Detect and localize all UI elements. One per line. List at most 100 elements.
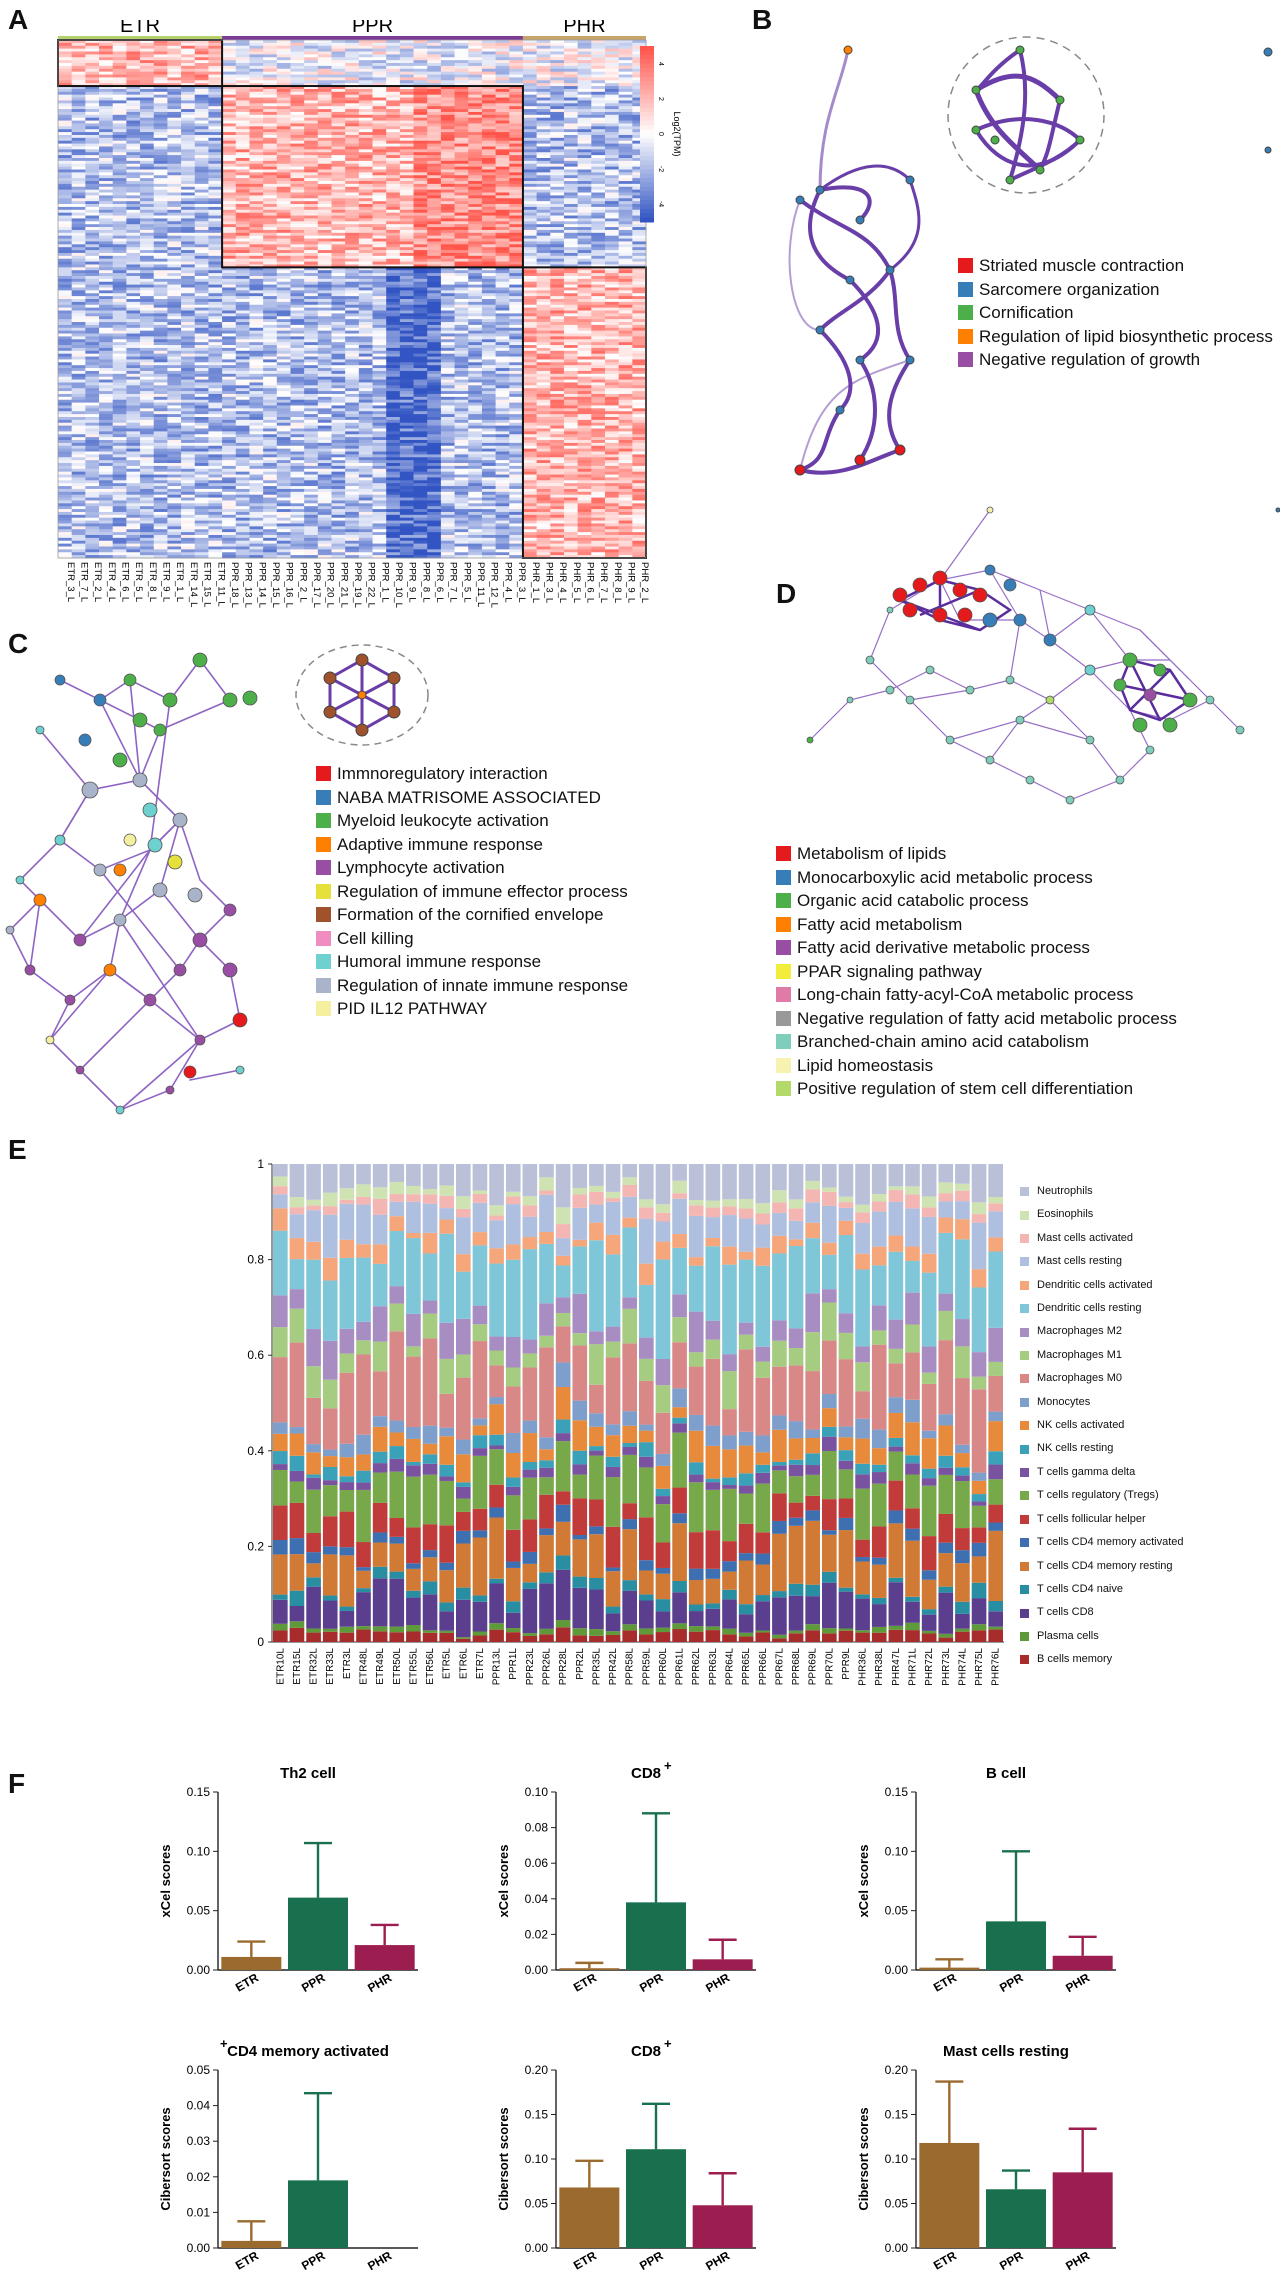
heatmap-cell	[495, 238, 510, 242]
heatmap-cell	[481, 129, 496, 133]
heatmap-cell	[140, 336, 155, 340]
heatmap-cell	[167, 186, 182, 191]
heatmap-cell	[495, 195, 510, 199]
heatmap-cell	[58, 255, 73, 260]
heatmap-cell	[235, 316, 250, 320]
heatmap-cell	[604, 270, 620, 274]
heatmap-cell	[140, 103, 155, 107]
heatmap-cell	[85, 336, 100, 340]
heatmap-cell	[522, 152, 538, 156]
heatmap-cell	[263, 88, 278, 93]
heatmap-cell	[249, 186, 264, 191]
heatmap-cell	[345, 155, 360, 159]
heatmap-cell	[167, 350, 182, 355]
heatmap-cell	[563, 111, 579, 116]
heatmap-cell	[386, 264, 401, 268]
heatmap-cell	[140, 163, 155, 168]
heatmap-cell	[58, 106, 73, 110]
heatmap-cell	[618, 304, 633, 309]
heatmap-cell	[481, 198, 496, 202]
heatmap-cell	[167, 123, 182, 127]
heatmap-cell	[304, 195, 319, 199]
heatmap-cell	[509, 368, 524, 372]
heatmap-cell	[454, 235, 469, 239]
heatmap-cell	[249, 83, 264, 87]
heatmap-cell	[181, 186, 196, 191]
heatmap-cell	[181, 40, 196, 44]
heatmap-cell	[249, 324, 264, 329]
heatmap-cell	[454, 40, 469, 44]
heatmap-cell	[263, 250, 278, 254]
heatmap-cell	[413, 143, 428, 147]
heatmap-cell	[276, 209, 291, 214]
heatmap-cell	[509, 42, 524, 47]
heatmap-cell	[536, 330, 551, 334]
heatmap-cell	[235, 204, 250, 208]
heatmap-cell	[112, 218, 127, 222]
heatmap-cell	[481, 114, 496, 119]
heatmap-cell	[71, 143, 86, 147]
heatmap-cell	[468, 227, 483, 231]
heatmap-cell	[194, 261, 209, 265]
heatmap-cell	[591, 281, 606, 286]
heatmap-cell	[71, 97, 86, 101]
heatmap-cell	[413, 252, 428, 257]
heatmap-cell	[276, 287, 291, 291]
heatmap-cell	[522, 169, 538, 173]
heatmap-cell	[468, 123, 483, 127]
heatmap-cell	[591, 111, 606, 116]
heatmap-cell	[604, 163, 620, 168]
heatmap-cell	[632, 336, 647, 340]
heatmap-cell	[468, 94, 483, 98]
heatmap-cell	[331, 267, 346, 271]
heatmap-cell	[276, 189, 291, 193]
heatmap-cell	[85, 342, 100, 346]
heatmap-cell	[468, 146, 483, 150]
heatmap-cell	[126, 198, 141, 202]
heatmap-cell	[440, 316, 455, 320]
heatmap-cell	[235, 183, 250, 188]
heatmap-cell	[604, 212, 620, 216]
heatmap-cell	[290, 304, 305, 309]
heatmap-cell	[632, 186, 647, 191]
heatmap-cell	[536, 172, 551, 176]
heatmap-cell	[468, 258, 483, 262]
heatmap-cell	[618, 324, 633, 329]
heatmap-cell	[140, 178, 155, 182]
heatmap-cell	[591, 157, 606, 162]
heatmap-cell	[112, 57, 127, 61]
heatmap-cell	[58, 270, 73, 274]
heatmap-cell	[440, 345, 455, 349]
heatmap-cell	[522, 114, 538, 119]
heatmap-cell	[181, 198, 196, 202]
heatmap-cell	[563, 368, 579, 372]
heatmap-cell	[440, 109, 455, 113]
heatmap-cell	[85, 227, 100, 231]
heatmap-cell	[399, 149, 414, 153]
heatmap-cell	[372, 258, 387, 262]
heatmap-cell	[536, 106, 551, 110]
heatmap-cell	[153, 339, 168, 343]
heatmap-cell	[413, 255, 428, 260]
heatmap-cell	[140, 327, 155, 332]
heatmap-cell	[522, 140, 538, 144]
heatmap-cell	[208, 143, 223, 147]
heatmap-cell	[440, 247, 455, 251]
heatmap-cell	[126, 88, 141, 93]
heatmap-cell	[468, 134, 483, 139]
heatmap-cell	[317, 163, 332, 168]
heatmap-cell	[208, 111, 223, 116]
heatmap-cell	[481, 307, 496, 311]
heatmap-cell	[468, 51, 483, 55]
heatmap-cell	[317, 149, 332, 153]
heatmap-cell	[235, 163, 250, 168]
heatmap-cell	[454, 281, 469, 286]
heatmap-cell	[358, 65, 373, 70]
heatmap-cell	[522, 117, 538, 121]
heatmap-cell	[413, 244, 428, 248]
heatmap-cell	[99, 247, 114, 251]
heatmap-cell	[181, 218, 196, 222]
heatmap-cell	[399, 304, 414, 309]
heatmap-cell	[167, 359, 182, 363]
heatmap-cell	[112, 365, 127, 369]
